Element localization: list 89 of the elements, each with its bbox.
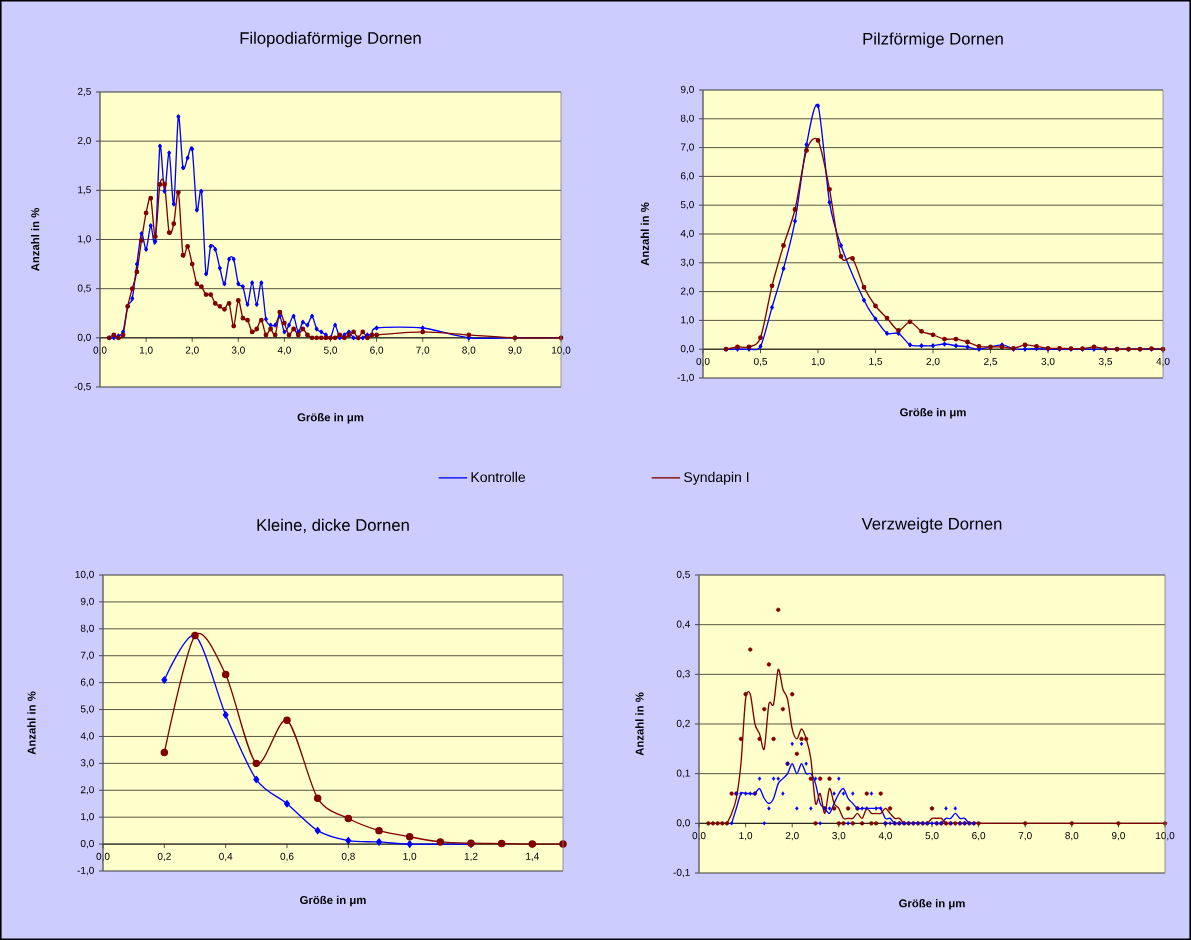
chart-title: Pilzförmige Dornen: [863, 32, 1003, 48]
x-tick-label: 3,5: [1098, 357, 1113, 367]
y-tick-label: 0,1: [676, 769, 690, 778]
legend-label: Syndapin I: [684, 471, 749, 485]
x-tick-label: 2,0: [185, 346, 199, 355]
y-axis-title: Anzahl in %: [30, 207, 40, 272]
y-tick-label: 9,0: [680, 85, 694, 95]
x-tick-label: 4,0: [878, 832, 892, 841]
x-tick-label: 2,5: [984, 357, 998, 367]
y-tick-label: 6,0: [680, 172, 694, 181]
y-tick-label: 4,0: [680, 229, 694, 239]
y-tick-label: 2,0: [77, 137, 91, 146]
y-tick-label: 9,0: [80, 597, 94, 607]
legend-label: Kontrolle: [471, 471, 526, 483]
x-tick-label: 1,0: [139, 346, 153, 355]
y-tick-label: 0,5: [77, 284, 91, 293]
x-tick-label: 1,2: [464, 852, 478, 862]
x-tick-label: 0,0: [96, 852, 110, 862]
y-axis-title: Anzahl in %: [27, 691, 36, 755]
y-tick-label: 1,0: [81, 813, 94, 822]
x-tick-label: 1,0: [739, 832, 753, 841]
y-axis-title: Anzahl in %: [640, 202, 649, 266]
y-tick-label: 0,2: [676, 719, 690, 729]
x-tick-label: 4,0: [277, 346, 291, 355]
y-tick-label: 0,0: [80, 839, 94, 849]
y-tick-label: 10,0: [75, 570, 94, 580]
chart-title: Filopodiaförmige Dornen: [240, 31, 421, 48]
y-tick-label: 1,5: [78, 186, 91, 195]
x-tick-label: 8,0: [462, 346, 476, 355]
x-tick-label: 0,0: [93, 346, 107, 355]
x-tick-label: 2,0: [785, 832, 799, 841]
x-tick-label: 0,4: [219, 852, 233, 862]
x-tick-label: 0,6: [280, 852, 294, 862]
x-tick-label: 6,0: [972, 832, 986, 841]
x-tick-label: 6,0: [370, 346, 384, 355]
x-axis-title: Größe in μm: [900, 408, 966, 419]
y-tick-label: -0,5: [74, 382, 91, 392]
y-tick-label: 0,0: [77, 333, 91, 342]
x-tick-label: 0,0: [696, 357, 710, 367]
y-tick-label: 2,0: [680, 287, 694, 296]
y-tick-label: -0,1: [673, 868, 690, 878]
x-tick-label: 0,2: [157, 852, 171, 862]
y-tick-label: 0,4: [676, 620, 691, 629]
y-tick-label: -1,0: [677, 373, 694, 383]
x-tick-label: 5,0: [323, 346, 338, 355]
x-tick-label: 4,0: [1156, 357, 1170, 367]
x-tick-label: 3,0: [231, 346, 245, 355]
y-tick-label: -1,0: [77, 866, 94, 876]
y-tick-label: 7,0: [80, 651, 94, 660]
x-tick-label: 3,0: [832, 832, 846, 841]
x-tick-label: 0,8: [341, 852, 355, 862]
x-tick-label: 1,0: [403, 852, 417, 862]
y-tick-label: 3,0: [80, 759, 94, 768]
y-tick-label: 2,5: [77, 87, 91, 97]
x-axis-title: Größe in μm: [300, 895, 366, 907]
y-tick-label: 1,0: [681, 316, 694, 325]
x-tick-label: 2,0: [926, 357, 940, 367]
x-tick-label: 10,0: [552, 346, 571, 355]
y-tick-label: 2,0: [80, 786, 94, 795]
chart-title: Verzweigte Dornen: [861, 517, 1002, 533]
x-tick-label: 8,0: [1065, 832, 1079, 841]
x-axis-title: Größe in μm: [899, 899, 965, 910]
x-tick-label: 10,0: [1156, 832, 1175, 841]
x-tick-label: 7,0: [416, 346, 430, 355]
x-tick-label: 1,5: [869, 357, 883, 367]
y-tick-label: 1,0: [78, 235, 91, 244]
x-tick-label: 9,0: [508, 346, 522, 355]
x-tick-label: 0,0: [692, 832, 706, 841]
x-tick-label: 1,0: [811, 357, 825, 367]
y-tick-label: 0,5: [676, 570, 690, 580]
x-tick-label: 7,0: [1018, 832, 1032, 841]
y-tick-label: 5,0: [680, 201, 694, 210]
y-tick-label: 3,0: [680, 258, 694, 267]
y-tick-label: 8,0: [80, 624, 94, 633]
x-tick-label: 1,4: [526, 852, 539, 861]
y-tick-label: 4,0: [80, 732, 94, 741]
x-tick-label: 5,0: [925, 832, 939, 841]
y-tick-label: 8,0: [680, 114, 694, 123]
y-tick-label: 7,0: [680, 143, 694, 152]
y-tick-label: 5,0: [80, 705, 94, 714]
y-tick-label: 0,0: [676, 819, 690, 828]
x-tick-label: 9,0: [1111, 832, 1125, 841]
y-tick-label: 6,0: [80, 678, 94, 687]
x-tick-label: 0,5: [753, 357, 768, 367]
y-axis-title: Anzahl in %: [635, 692, 644, 756]
x-axis-title: Größe in μm: [297, 413, 364, 424]
x-tick-label: 3,0: [1041, 357, 1055, 367]
chart-title: Kleine, dicke Dornen: [257, 518, 409, 533]
y-tick-label: 0,3: [676, 670, 690, 679]
